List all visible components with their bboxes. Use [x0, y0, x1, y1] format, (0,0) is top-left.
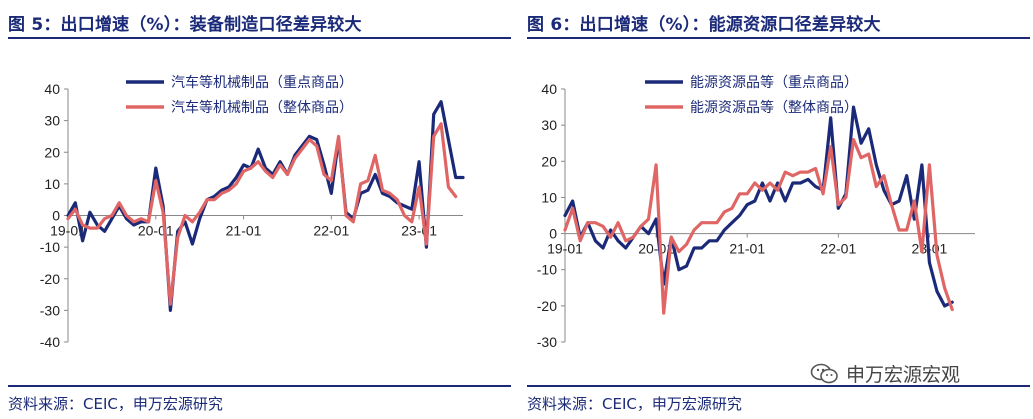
legend-label-1: 能源资源品等（重点商品） [690, 74, 858, 91]
chart-panel-figure-6: 图 6：出口增速（%）：能源资源口径差异较大 40 30 20 10 0 -10 -20 -3… [527, 0, 1030, 419]
watermark-text: 申万宏源宏观 [846, 364, 961, 386]
y-tick-label: -30 [537, 334, 557, 350]
wechat-watermark: 申万宏源宏观 [810, 360, 960, 387]
y-tick-label: -40 [40, 334, 60, 350]
y-tick-label: 0 [52, 208, 60, 224]
source-note: 资料来源：CEIC，申万宏源研究 [8, 395, 223, 413]
x-tick-label: 19-01 [50, 223, 86, 239]
y-tick-label: 30 [44, 113, 60, 129]
legend-label-2: 能源资源品等（整体商品） [690, 99, 858, 116]
y-tick-label: -10 [40, 239, 60, 255]
source-divider [8, 385, 511, 387]
x-tick-label: 23-01 [401, 223, 437, 239]
chart-panel-figure-5: 图 5：出口增速（%）：装备制造口径差异较大 40 30 20 10 0 -10 -20 -3… [8, 0, 511, 419]
y-tick-label: 0 [549, 226, 557, 242]
series-line-2 [66, 122, 458, 306]
y-tick-label: -30 [40, 302, 60, 318]
wechat-icon [810, 363, 838, 383]
x-tick-label: 22-01 [313, 223, 349, 239]
chart-title: 图 6：出口增速（%）：能源资源口径差异较大 [527, 15, 881, 35]
chart-title: 图 5：出口增速（%）：装备制造口径差异较大 [8, 15, 362, 35]
y-tick-label: -10 [537, 262, 557, 278]
source-divider [527, 385, 1030, 387]
x-tick-label: 20-01 [138, 223, 174, 239]
series-line-2 [563, 137, 954, 315]
series-line-1 [563, 105, 954, 308]
x-tick-label: 19-01 [547, 241, 583, 257]
y-tick-label: 20 [541, 153, 557, 169]
x-tick-label: 20-01 [638, 241, 674, 257]
legend-label-2: 汽车等机械制品（整体商品） [171, 99, 353, 116]
title-divider [8, 37, 511, 39]
y-tick-label: -20 [40, 271, 60, 287]
source-note: 资料来源：CEIC，申万宏源研究 [527, 395, 742, 413]
y-tick-label: 40 [44, 81, 60, 97]
x-tick-label: 22-01 [820, 241, 856, 257]
y-tick-label: 10 [541, 189, 557, 205]
line-chart-figure-5: 40 30 20 10 0 -10 -20 -30 -40 19-01 20-01 21-01 22-0… [40, 74, 465, 350]
y-tick-label: 40 [541, 81, 557, 97]
legend-label-1: 汽车等机械制品（重点商品） [171, 74, 353, 91]
y-tick-label: 30 [541, 117, 557, 133]
series-line-1 [66, 100, 465, 312]
y-tick-label: 10 [44, 176, 60, 192]
x-tick-label: 21-01 [729, 241, 765, 257]
x-tick-label: 21-01 [226, 223, 262, 239]
y-tick-label: -20 [537, 298, 557, 314]
title-divider [527, 37, 1030, 39]
y-tick-label: 20 [44, 144, 60, 160]
